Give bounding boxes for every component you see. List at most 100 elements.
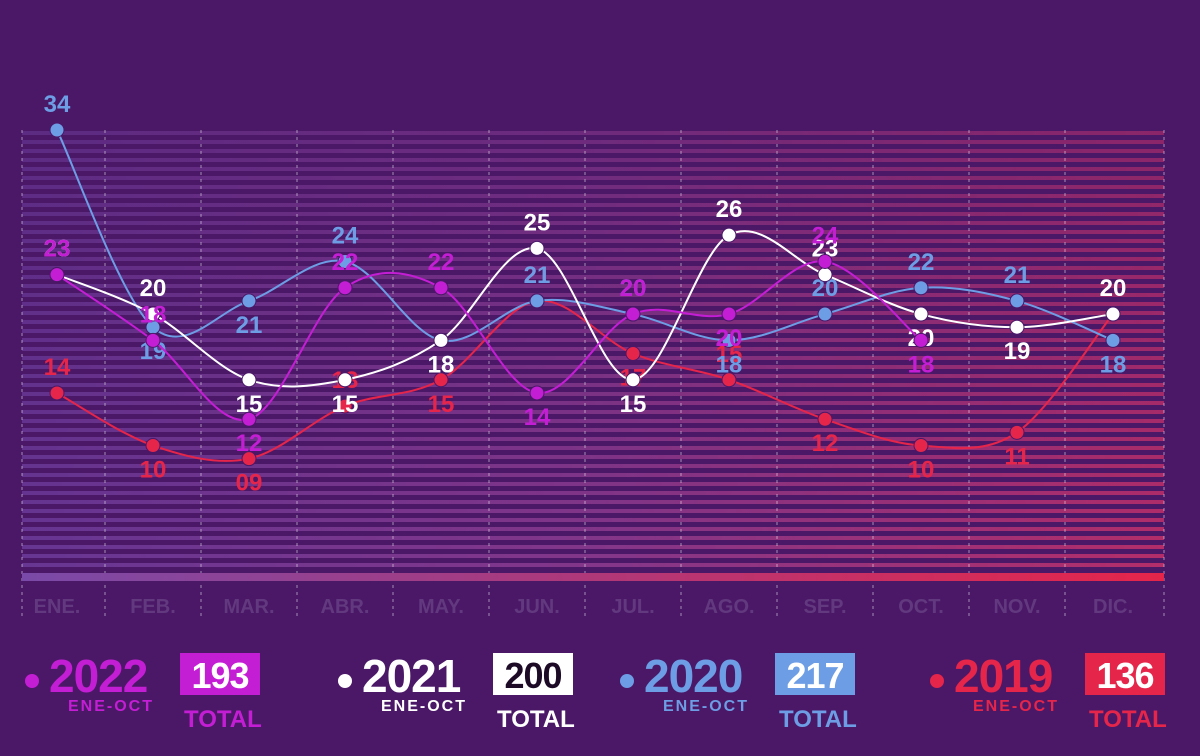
- stripe: [22, 365, 1164, 369]
- legend-year: 2020: [644, 650, 742, 702]
- data-point: [721, 372, 737, 388]
- x-tick-label: FEB.: [130, 596, 176, 618]
- stripe: [22, 149, 1164, 153]
- data-point: [1009, 293, 1025, 309]
- stripe: [22, 239, 1164, 243]
- legend-year: 2019: [954, 650, 1052, 702]
- data-label: 20: [1100, 275, 1127, 302]
- data-point: [241, 372, 257, 388]
- stripe: [22, 455, 1164, 459]
- data-label: 21: [524, 262, 551, 289]
- stripe: [22, 392, 1164, 396]
- data-point: [817, 267, 833, 283]
- data-label: 20: [620, 275, 647, 302]
- data-point: [337, 398, 353, 414]
- baseline: [22, 573, 1164, 581]
- data-point: [241, 293, 257, 309]
- legend-year: 2021: [362, 650, 461, 702]
- data-point: [241, 411, 257, 427]
- data-label: 20: [140, 275, 167, 302]
- data-label: 15: [428, 391, 455, 418]
- stripe: [22, 518, 1164, 522]
- legend-year: 2022: [49, 650, 147, 702]
- data-point: [529, 293, 545, 309]
- stripe: [22, 212, 1164, 216]
- data-label: 20: [1100, 275, 1127, 302]
- stripe: [22, 464, 1164, 468]
- stripe: [22, 383, 1164, 387]
- data-point: [145, 332, 161, 348]
- data-point: [1009, 424, 1025, 440]
- data-point: [337, 280, 353, 296]
- stripe: [22, 257, 1164, 261]
- legend-total-box: [1085, 653, 1165, 695]
- data-label: 15: [620, 391, 647, 418]
- stripe: [22, 554, 1164, 558]
- data-point: [145, 438, 161, 454]
- data-label: 25: [524, 209, 551, 236]
- data-label: 09: [236, 470, 263, 497]
- stripe: [22, 284, 1164, 288]
- legend-period: ENE-OCT: [381, 698, 467, 715]
- data-label: 34: [44, 91, 71, 118]
- legend-total: 136: [1096, 655, 1153, 696]
- data-point: [817, 306, 833, 322]
- data-label: 14: [524, 404, 551, 431]
- stripe: [22, 266, 1164, 270]
- data-point: [145, 306, 161, 322]
- x-tick-label: ABR.: [321, 596, 370, 618]
- data-point: [1009, 319, 1025, 335]
- stripe: [22, 473, 1164, 477]
- data-point: [817, 253, 833, 269]
- stripe: [22, 221, 1164, 225]
- data-point: [721, 332, 737, 348]
- stripe: [22, 410, 1164, 414]
- data-label: 12: [812, 430, 839, 457]
- column-dividers: ENE. FEB. MAR. ABR. MAY. JUN. JUL. AGO. SEP. OCT.…: [21, 130, 1165, 620]
- data-point: [337, 372, 353, 388]
- data-label: 19: [1004, 338, 1031, 365]
- data-label: 18: [1100, 351, 1127, 378]
- legend-total: 200: [504, 655, 561, 696]
- data-point: [433, 332, 449, 348]
- legend-dot: [620, 674, 634, 688]
- stripe: [22, 203, 1164, 207]
- plot: 1410091315211715121011203419212418212018…: [44, 91, 1127, 497]
- legend-total-box: [180, 653, 260, 695]
- x-tick-label: OCT.: [898, 596, 944, 618]
- stripe: [22, 536, 1164, 540]
- legend-total-box: [775, 653, 855, 695]
- data-point: [49, 385, 65, 401]
- stripe: [22, 446, 1164, 450]
- x-tick-label: DIC.: [1093, 596, 1133, 618]
- stripe: [22, 356, 1164, 360]
- stripe: [22, 500, 1164, 504]
- data-point: [913, 332, 929, 348]
- stripe: [22, 302, 1164, 306]
- data-point: [817, 411, 833, 427]
- data-point: [913, 438, 929, 454]
- legend-period: ENE-OCT: [68, 698, 154, 715]
- stripe: [22, 131, 1164, 135]
- data-point: [49, 267, 65, 283]
- data-point: [1105, 306, 1121, 322]
- legend-dot: [338, 674, 352, 688]
- stripe: [22, 437, 1164, 441]
- data-point: [625, 346, 641, 361]
- data-label: 24: [332, 222, 359, 249]
- stripe: [22, 347, 1164, 351]
- data-label: 18: [140, 301, 167, 328]
- stripes: [22, 131, 1164, 567]
- data-point: [529, 240, 545, 256]
- x-tick-label: JUL.: [611, 596, 654, 618]
- stripe: [22, 545, 1164, 549]
- x-tick-label: SEP.: [804, 596, 847, 618]
- data-point: [433, 372, 449, 388]
- stripe: [22, 509, 1164, 513]
- data-label: 22: [332, 249, 359, 276]
- stripe: [22, 320, 1164, 324]
- data-label: 22: [908, 249, 935, 276]
- stripe: [22, 338, 1164, 342]
- stripe: [22, 419, 1164, 423]
